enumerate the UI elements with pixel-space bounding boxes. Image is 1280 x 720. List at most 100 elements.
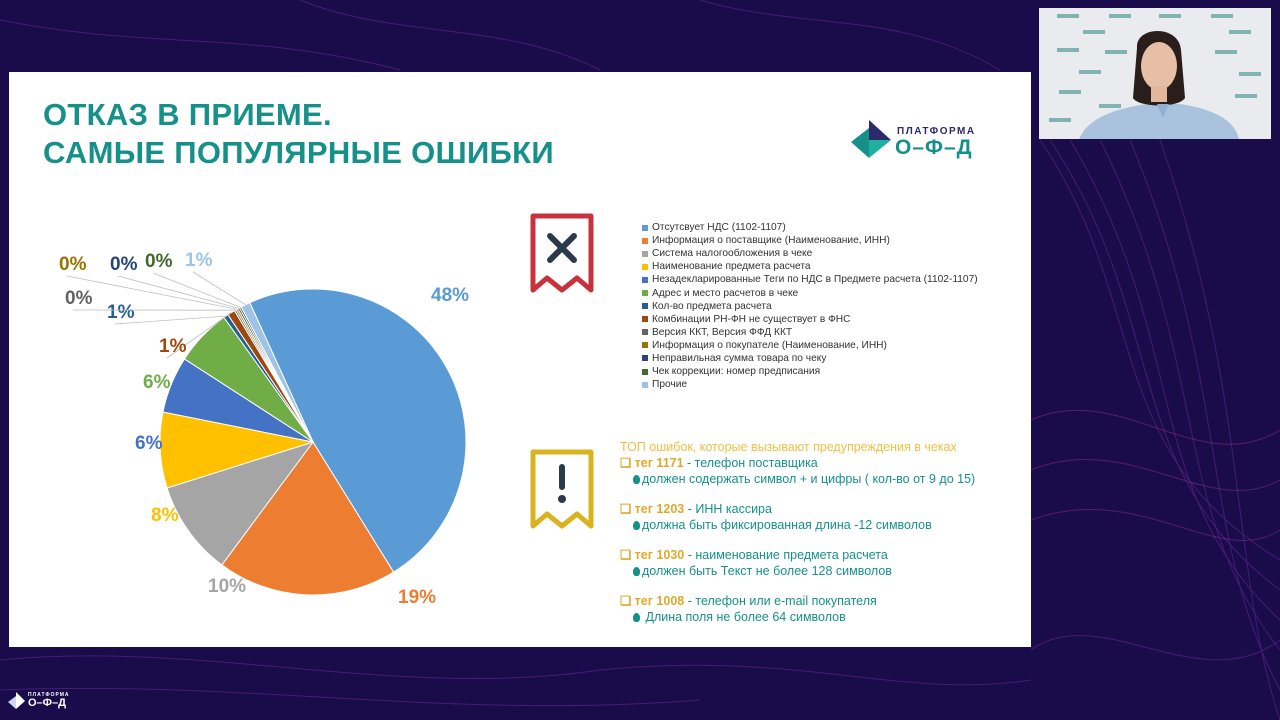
legend-item: Кол-во предмета расчета xyxy=(642,300,978,313)
lightbulb-icon xyxy=(633,612,640,622)
presenter-image xyxy=(1039,8,1271,139)
x-ribbon-icon xyxy=(530,213,594,293)
pie-data-label: 8% xyxy=(151,505,179,526)
legend-label: Адрес и место расчетов в чеке xyxy=(652,287,799,299)
legend-item: Прочие xyxy=(642,378,978,391)
legend-swatch xyxy=(642,250,648,257)
pie-data-label: 48% xyxy=(431,285,469,306)
legend-item: Система налогообложения в чеке xyxy=(642,247,978,260)
warning-rule: Длина поля не более 64 символов xyxy=(642,609,846,624)
leader-line xyxy=(152,272,241,308)
legend-swatch xyxy=(642,316,648,323)
legend-item: Комбинации РН-ФН не существует в ФНС xyxy=(642,313,978,326)
bottom-logo-bottom: О–Ф–Д xyxy=(28,697,67,709)
legend-label: Неправильная сумма товара по чеку xyxy=(652,352,827,364)
logo-bottom-text: О–Ф–Д xyxy=(895,136,973,159)
pie-slice xyxy=(166,441,315,566)
legend-label: Информация о поставщике (Наименование, И… xyxy=(652,235,890,247)
slide-title: ОТКАЗ В ПРИЕМЕ. САМЫЕ ПОПУЛЯРНЫЕ ОШИБКИ xyxy=(43,96,554,172)
legend-label: Незадекларированные Теги по НДС в Предме… xyxy=(652,274,978,286)
legend-swatch xyxy=(642,237,648,244)
pie-data-label: 0% xyxy=(65,288,93,309)
legend-item: Информация о покупателе (Наименование, И… xyxy=(642,339,978,352)
legend-label: Прочие xyxy=(652,379,688,391)
warning-tag: ❑ тег 1203 xyxy=(620,502,685,516)
ofd-logo: ПЛАТФОРМА О–Ф–Д xyxy=(851,118,991,164)
legend-item: Незадекларированные Теги по НДС в Предме… xyxy=(642,273,978,286)
warning-tag: ❑ тег 1008 xyxy=(620,594,685,608)
warning-item: ❑ тег 1171 - телефон поставщика должен со… xyxy=(620,456,975,487)
warning-tag: ❑ тег 1030 xyxy=(620,548,685,562)
leader-line xyxy=(166,312,232,359)
warning-tag-desc: - телефон поставщика xyxy=(683,456,818,470)
legend-swatch xyxy=(642,329,648,336)
logo-top-text: ПЛАТФОРМА xyxy=(897,126,976,137)
legend-item: Отсутсвует НДС (1102-1107) xyxy=(642,221,978,234)
warning-tag-desc: - телефон или e-mail покупателя xyxy=(684,594,877,608)
bottom-logo: ПЛАТФОРМА О–Ф–Д xyxy=(8,690,78,712)
legend-swatch xyxy=(642,303,648,310)
presentation-slide: ОТКАЗ В ПРИЕМЕ. САМЫЕ ПОПУЛЯРНЫЕ ОШИБКИ … xyxy=(9,72,1031,647)
warnings-title: ТОП ошибок, которые вызывают предупрежде… xyxy=(620,440,957,454)
warnings-section: ТОП ошибок, которые вызывают предупрежде… xyxy=(620,440,975,640)
legend-label: Отсутсвует НДС (1102-1107) xyxy=(652,222,786,234)
legend-item: Наименование предмета расчета xyxy=(642,260,978,273)
legend-item: Информация о поставщике (Наименование, И… xyxy=(642,234,978,247)
exclamation-ribbon-icon xyxy=(530,449,594,529)
lightbulb-icon xyxy=(633,566,640,576)
slide-title-line2: САМЫЕ ПОПУЛЯРНЫЕ ОШИБКИ xyxy=(43,135,554,170)
warning-item: ❑ тег 1008 - телефон или e-mail покупате… xyxy=(620,594,975,625)
pie-data-label: 0% xyxy=(59,254,87,275)
warning-rule: должна быть фиксированная длина -12 симв… xyxy=(642,517,932,532)
warning-item: ❑ тег 1030 - наименование предмета расче… xyxy=(620,548,975,579)
warning-item: ❑ тег 1203 - ИНН кассира должна быть фикс… xyxy=(620,502,975,533)
legend-item: Чек коррекции: номер предписания xyxy=(642,365,978,378)
legend-label: Чек коррекции: номер предписания xyxy=(652,366,821,378)
legend-swatch xyxy=(642,290,648,297)
pie-data-label: 6% xyxy=(135,433,163,454)
pie-slice xyxy=(221,441,395,596)
warning-tag-desc: - наименование предмета расчета xyxy=(684,548,888,562)
pie-data-label: 10% xyxy=(208,576,246,597)
lightbulb-icon xyxy=(633,520,640,530)
leader-line xyxy=(192,271,246,306)
legend-swatch xyxy=(642,224,648,231)
legend-swatch xyxy=(642,276,648,283)
legend-swatch xyxy=(642,263,648,270)
warning-tag-desc: - ИНН кассира xyxy=(684,502,772,516)
chart-legend: Отсутсвует НДС (1102-1107) Информация о п… xyxy=(642,221,978,391)
pie-slice xyxy=(249,288,467,573)
legend-swatch xyxy=(642,381,648,388)
pie-data-label: 0% xyxy=(145,251,173,272)
legend-swatch xyxy=(642,355,648,362)
legend-label: Информация о покупателе (Наименование, И… xyxy=(652,339,887,351)
legend-swatch xyxy=(642,368,648,375)
leader-line xyxy=(117,275,239,309)
slide-title-line1: ОТКАЗ В ПРИЕМЕ. xyxy=(43,97,332,132)
leader-line xyxy=(114,315,227,325)
legend-label: Версия ККТ, Версия ФФД ККТ xyxy=(652,326,793,338)
pie-data-label: 1% xyxy=(107,302,135,323)
pie-chart: 48% 19% 10% 8% 6% 6% 1% 1% 0% 0% 0% 0% 1% xyxy=(59,250,469,608)
pie-data-label: 1% xyxy=(159,336,187,357)
legend-item: Неправильная сумма товара по чеку xyxy=(642,352,978,365)
legend-label: Комбинации РН-ФН не существует в ФНС xyxy=(652,313,851,325)
legend-swatch xyxy=(642,342,648,349)
pie-data-label: 6% xyxy=(143,372,171,393)
warning-rule: должен содержать символ + и цифры ( кол-… xyxy=(642,471,976,486)
lightbulb-icon xyxy=(633,474,640,484)
logo-triangle-icon xyxy=(851,120,891,158)
legend-item: Адрес и место расчетов в чеке xyxy=(642,286,978,299)
legend-label: Наименование предмета расчета xyxy=(652,261,811,273)
logo-triangle-icon xyxy=(8,692,25,709)
warning-rule: должен быть Текст не более 128 символов xyxy=(642,563,892,578)
legend-label: Кол-во предмета расчета xyxy=(652,300,772,312)
bottom-logo-top: ПЛАТФОРМА xyxy=(28,692,70,698)
legend-item: Версия ККТ, Версия ФФД ККТ xyxy=(642,326,978,339)
pie-data-label: 1% xyxy=(185,250,213,271)
pie-data-label: 19% xyxy=(398,587,436,608)
warning-tag: ❑ тег 1171 xyxy=(620,456,684,470)
webcam-video xyxy=(1039,8,1271,139)
leader-line xyxy=(66,275,238,310)
